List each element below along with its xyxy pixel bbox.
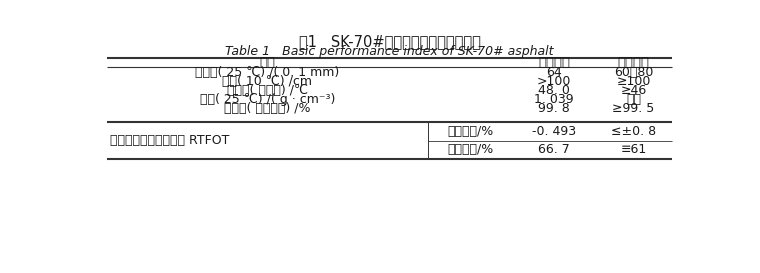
Text: 99. 8: 99. 8 — [538, 102, 570, 115]
Text: -0. 493: -0. 493 — [532, 125, 576, 138]
Text: 实测: 实测 — [626, 93, 641, 106]
Text: 旋转薄膜烘笱加热试验 RTFOT: 旋转薄膜烘笱加热试验 RTFOT — [110, 134, 230, 147]
Text: 66. 7: 66. 7 — [538, 143, 570, 156]
Text: 48. 0: 48. 0 — [538, 84, 570, 97]
Text: 质量损失/%: 质量损失/% — [448, 125, 494, 138]
Text: 60～80: 60～80 — [614, 66, 654, 79]
Text: 项目: 项目 — [259, 56, 275, 69]
Text: 技术要求: 技术要求 — [618, 56, 650, 69]
Text: 检测结果: 检测结果 — [538, 56, 570, 69]
Text: ≥46: ≥46 — [620, 84, 647, 97]
Text: ≤±0. 8: ≤±0. 8 — [611, 125, 656, 138]
Text: 针入度( 25 ℃) /( 0. 1 mm): 针入度( 25 ℃) /( 0. 1 mm) — [195, 66, 340, 79]
Text: 溶解度( 三氯乙烯) /%: 溶解度( 三氯乙烯) /% — [224, 102, 311, 115]
Text: 针入度比/%: 针入度比/% — [448, 143, 494, 156]
Text: 1. 039: 1. 039 — [534, 93, 574, 106]
Text: 64: 64 — [546, 66, 562, 79]
Text: 表1   SK-70#道路氥青的基本性能指标: 表1 SK-70#道路氥青的基本性能指标 — [299, 34, 480, 49]
Text: >100: >100 — [537, 75, 572, 88]
Text: 密度( 25 ℃) /( g · cm⁻³): 密度( 25 ℃) /( g · cm⁻³) — [200, 93, 335, 106]
Text: 软化点( 环球法) /℃: 软化点( 环球法) /℃ — [227, 84, 308, 97]
Text: 延度( 10 ℃) /cm: 延度( 10 ℃) /cm — [223, 75, 312, 88]
Text: Table 1   Basic performance index of SK-70# asphalt: Table 1 Basic performance index of SK-70… — [225, 45, 554, 58]
Text: ≡61: ≡61 — [620, 143, 647, 156]
Text: ≥99. 5: ≥99. 5 — [613, 102, 655, 115]
Text: ≥100: ≥100 — [616, 75, 651, 88]
